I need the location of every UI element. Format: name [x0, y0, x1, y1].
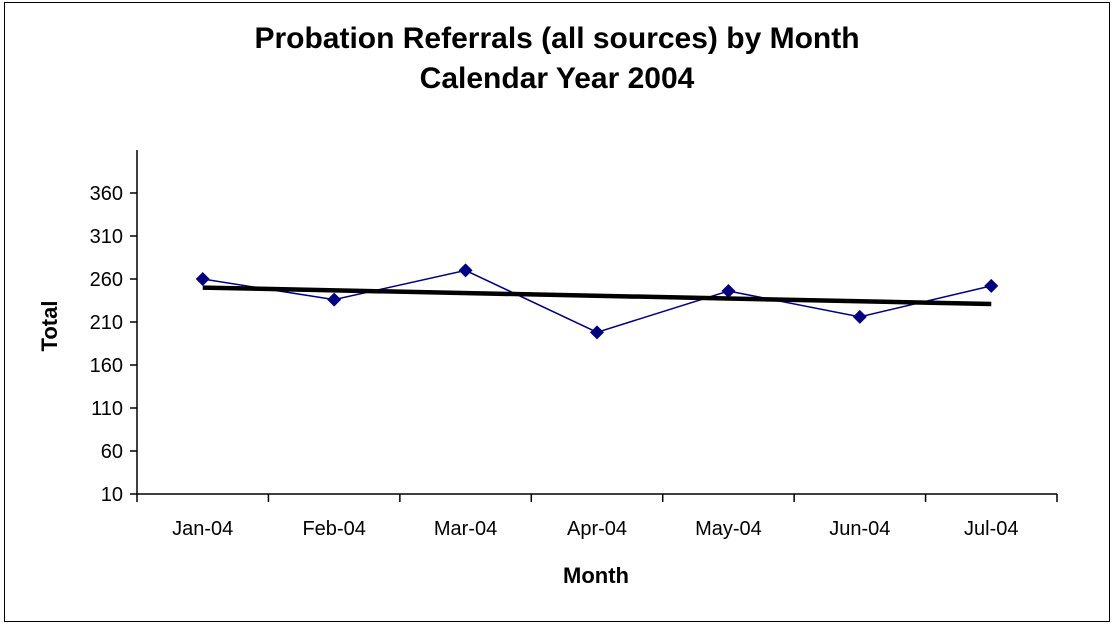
y-tick-label: 10 — [101, 484, 123, 506]
axes — [136, 150, 1057, 495]
x-tick-label: Jun-04 — [829, 518, 890, 540]
y-tick-label: 210 — [90, 312, 123, 334]
y-tick-label: 360 — [90, 183, 123, 205]
data-point-apr-04 — [590, 325, 604, 340]
data-point-jun-04 — [852, 309, 867, 324]
y-tick-label: 60 — [101, 441, 123, 463]
trendline-layer — [202, 285, 992, 307]
y-axis-title: Total — [37, 301, 62, 352]
data-point-jul-04 — [984, 278, 999, 293]
x-axis-ticks: Jan-04 Feb-04 Mar-04 Apr-04 May-04 Jun-04 Jul-… — [136, 494, 1058, 540]
x-axis-title: Month — [563, 563, 629, 588]
data-point-jan-04 — [195, 272, 210, 286]
chart-subtitle: Calendar Year 2004 — [419, 62, 695, 95]
x-tick-label: Jul-04 — [964, 518, 1018, 540]
y-tick-label: 260 — [90, 269, 123, 291]
y-tick-label: 110 — [91, 398, 123, 420]
x-tick-label: May-04 — [695, 518, 762, 540]
x-tick-label: Jan-04 — [172, 518, 233, 540]
series-layer — [195, 263, 999, 340]
y-axis-ticks: 10 60 110 160 210 260 310 360 — [90, 183, 137, 506]
x-tick-label: Apr-04 — [567, 518, 627, 540]
data-point-may-04 — [721, 284, 736, 299]
y-tick-label: 310 — [90, 226, 123, 248]
linear-trendline — [202, 285, 992, 307]
chart-frame — [4, 2, 1110, 622]
data-point-feb-04 — [327, 292, 342, 307]
y-tick-label: 160 — [90, 355, 123, 377]
chart-title: Probation Referrals (all sources) by Mon… — [254, 22, 860, 55]
x-tick-label: Feb-04 — [302, 518, 365, 540]
data-point-mar-04 — [458, 263, 473, 278]
x-tick-label: Mar-04 — [434, 518, 497, 540]
